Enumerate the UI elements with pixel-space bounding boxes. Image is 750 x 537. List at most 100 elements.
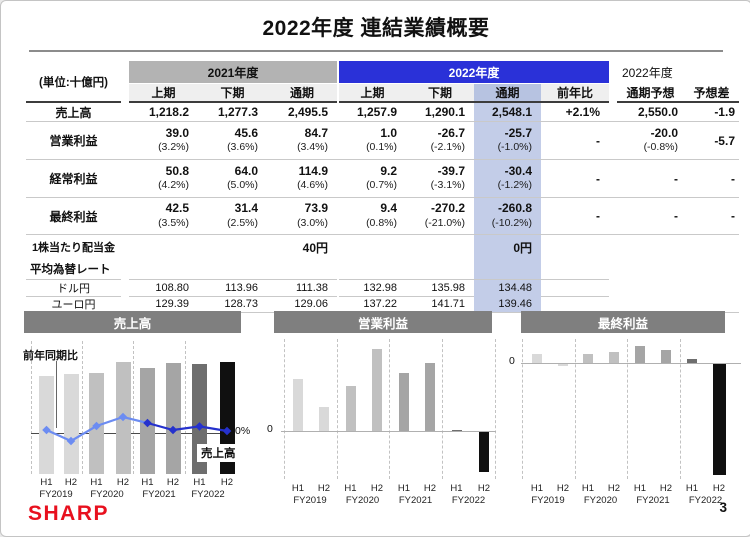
half-year-label: H1 bbox=[344, 483, 357, 494]
cell: 1,290.1 bbox=[424, 105, 465, 119]
fiscal-year-divider bbox=[184, 341, 186, 474]
cell: 31.4 (2.5%) bbox=[227, 201, 258, 229]
row-ordinary-profit: 経常利益 50.8 (4.2%) 64.0 (5.0%) 114.9 (4.6%) 9… bbox=[26, 160, 739, 198]
fiscal-year-divider bbox=[495, 339, 496, 479]
cell: 141.71 bbox=[431, 298, 465, 310]
cell: 42.5 (3.5%) bbox=[158, 201, 189, 229]
cell-forecast-diff: - bbox=[731, 209, 735, 223]
chart-bar bbox=[712, 364, 726, 475]
cell: 1,277.3 bbox=[217, 105, 258, 119]
yoy-data-marker bbox=[168, 425, 178, 435]
row-usd-jpy: ドル円 108.80 113.96 111.38 132.98 135.98 1… bbox=[26, 280, 739, 297]
fiscal-year-label: FY2021 bbox=[636, 495, 670, 506]
half-year-label: H2 bbox=[477, 483, 491, 494]
zero-axis-line bbox=[281, 431, 496, 432]
zero-label: 0 bbox=[509, 355, 515, 367]
row-label-dividend: 1株当たり配当金 bbox=[31, 242, 116, 254]
cell: 132.98 bbox=[339, 280, 406, 297]
cell: 9.4 (0.8%) bbox=[366, 201, 397, 229]
fx-section-label: 平均為替レート bbox=[26, 259, 121, 280]
cell-yoy: - bbox=[596, 209, 600, 223]
fiscal-year-divider bbox=[574, 339, 576, 479]
half-year-label: H1 bbox=[141, 477, 154, 488]
row-label-eur-jpy: ユーロ円 bbox=[51, 299, 96, 311]
yoy-data-marker bbox=[222, 426, 232, 436]
row-label-net-sales: 売上高 bbox=[55, 105, 92, 120]
sharp-logo: SHARP bbox=[28, 502, 110, 525]
half-year-label: H2 bbox=[317, 483, 331, 494]
half-year-label: H1 bbox=[40, 477, 53, 488]
half-year-label: H2 bbox=[712, 483, 726, 494]
chart-bar bbox=[635, 345, 645, 363]
cell: 129.06 bbox=[294, 298, 328, 310]
cell: 114.9 (4.6%) bbox=[297, 163, 328, 192]
chart-title-operating-profit: 営業利益 bbox=[274, 311, 492, 333]
chart-bar bbox=[661, 350, 671, 363]
fiscal-year-divider bbox=[31, 341, 32, 474]
chart-bar bbox=[399, 373, 409, 431]
half-year-label: H1 bbox=[633, 483, 647, 494]
half-year-label: H1 bbox=[450, 483, 463, 494]
cell-forecast-diff: -1.9 bbox=[714, 105, 735, 119]
cell: 1.0 (0.1%) bbox=[366, 125, 397, 154]
fiscal-year-divider bbox=[133, 341, 134, 474]
half-year-label: H2 bbox=[116, 477, 130, 488]
forecast-group-header: 2022年度 bbox=[622, 65, 673, 80]
fiscal-year-label: FY2020 bbox=[345, 495, 380, 506]
fiscal-year-divider bbox=[442, 339, 443, 479]
yoy-data-marker bbox=[118, 412, 128, 422]
cell: 9.2 (0.7%) bbox=[366, 163, 397, 192]
half-year-label: H1 bbox=[685, 483, 699, 494]
cell: 111.38 bbox=[267, 280, 337, 297]
chart-net-sales: 売上高 H1 H2 H1 H2 H1 H2 H1 H2 FY2019 FY2020 FY2021 FY… bbox=[21, 311, 261, 523]
sub-header-row: 上期 下期 通期 上期 下期 通期 前年比 通期予想 予想差 bbox=[26, 84, 739, 103]
half-year-label: H1 bbox=[291, 483, 305, 494]
cell-yoy: +2.1% bbox=[565, 105, 600, 119]
chart-bar bbox=[558, 364, 568, 366]
financial-results-table: (単位:十億円) 2021年度 2022年度 2022年度 上期 下期 通期 上… bbox=[26, 61, 739, 313]
cell-dividend-fy2022: 0円 bbox=[474, 235, 541, 259]
yoy-series-label: 前年同期比 bbox=[23, 350, 78, 362]
chart-bar bbox=[479, 432, 489, 472]
col-header-fy2021-h2: 下期 bbox=[198, 84, 267, 103]
fiscal-year-label: FY2019 bbox=[39, 489, 73, 500]
cell: -26.7 (-2.1%) bbox=[430, 125, 465, 154]
fiscal-year-divider bbox=[522, 339, 523, 479]
chart-bar bbox=[609, 352, 619, 363]
cell: 73.9 (3.0%) bbox=[297, 201, 328, 229]
cell-highlighted: 139.46 bbox=[474, 296, 541, 312]
chart-operating-profit: 営業利益 H1 H2 H1 H2 H1 H2 H1 H2 FY2019 FY2020 FY2021 F… bbox=[263, 311, 503, 523]
sales-bar-label: 売上高 bbox=[197, 444, 240, 462]
chart-bar bbox=[451, 429, 462, 431]
half-year-label: H2 bbox=[607, 483, 621, 494]
chart-bar bbox=[532, 354, 542, 363]
col-header-fy2021-h1: 上期 bbox=[129, 84, 198, 103]
fiscal-year-label: FY2020 bbox=[583, 495, 618, 506]
yoy-data-marker bbox=[92, 421, 101, 431]
fiscal-year-label: FY2020 bbox=[90, 489, 124, 500]
cell-highlighted: -260.8 (-10.2%) bbox=[474, 198, 541, 234]
half-year-label: H1 bbox=[397, 483, 411, 494]
fiscal-year-label: FY2021 bbox=[142, 489, 176, 500]
chart-bar bbox=[345, 386, 356, 431]
cell-forecast-diff: -5.7 bbox=[714, 133, 735, 148]
cell-forecast: -20.0 (-0.8%) bbox=[643, 125, 678, 154]
zero-label: 0 bbox=[267, 423, 273, 435]
cell-highlighted: -25.7 (-1.0%) bbox=[474, 122, 541, 159]
fiscal-year-label: FY2021 bbox=[398, 495, 433, 506]
title-rule bbox=[29, 50, 723, 52]
cell: -270.2 (-21.0%) bbox=[424, 201, 465, 229]
row-net-sales: 売上高 1,218.2 1,277.3 2,495.5 1,257.9 1,29… bbox=[26, 103, 739, 122]
cell: 2,495.5 bbox=[287, 105, 328, 119]
half-year-label: H2 bbox=[166, 477, 180, 488]
cell: 64.0 (5.0%) bbox=[227, 163, 258, 192]
fy2022-group-header: 2022年度 bbox=[339, 61, 609, 83]
cell: 1,218.2 bbox=[148, 105, 189, 119]
fiscal-year-divider bbox=[336, 339, 338, 479]
unit-label: (単位:十億円) bbox=[39, 77, 108, 89]
zero-axis-line bbox=[521, 363, 741, 364]
cell-forecast-diff: - bbox=[731, 171, 735, 186]
chart-title-net-profit: 最終利益 bbox=[521, 311, 725, 333]
cell: 39.0 (3.2%) bbox=[158, 125, 189, 154]
half-year-label: H1 bbox=[90, 477, 103, 488]
